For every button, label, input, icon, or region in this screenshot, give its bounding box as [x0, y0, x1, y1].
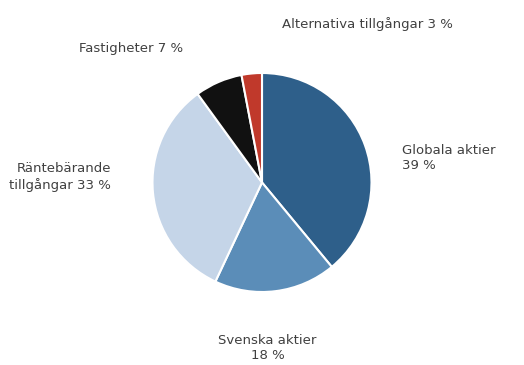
Wedge shape — [152, 94, 262, 281]
Text: Fastigheter 7 %: Fastigheter 7 % — [79, 42, 183, 55]
Wedge shape — [262, 73, 372, 267]
Wedge shape — [242, 73, 262, 182]
Text: Räntebärande
tillgångar 33 %: Räntebärande tillgångar 33 % — [9, 162, 111, 192]
Text: Globala aktier
39 %: Globala aktier 39 % — [402, 145, 496, 172]
Text: Alternativa tillgångar 3 %: Alternativa tillgångar 3 % — [282, 18, 453, 31]
Text: Svenska aktier
18 %: Svenska aktier 18 % — [219, 334, 316, 362]
Wedge shape — [215, 182, 332, 292]
Wedge shape — [198, 75, 262, 182]
